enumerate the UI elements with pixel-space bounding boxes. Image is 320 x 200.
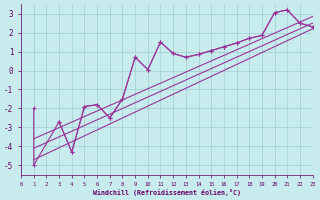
X-axis label: Windchill (Refroidissement éolien,°C): Windchill (Refroidissement éolien,°C) (93, 189, 241, 196)
